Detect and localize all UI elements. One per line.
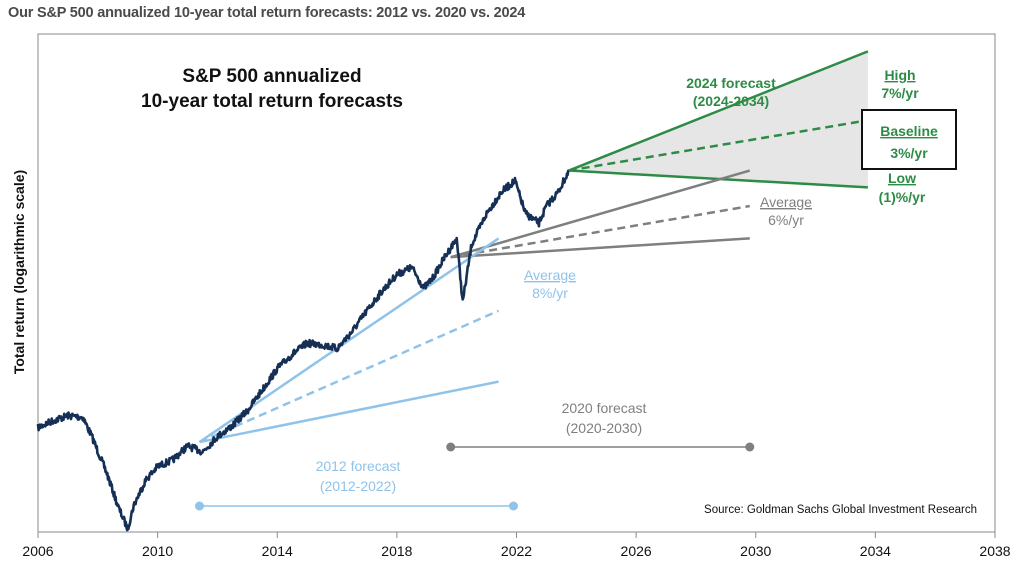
header-title: Our S&P 500 annualized 10-year total ret… [8,5,526,21]
2012-forecast-period-start-dot [194,501,204,511]
forecast-2012-period: (2012-2022) [320,478,396,494]
inner-title-line2: 10-year total return forecasts [141,91,403,112]
forecast-2024-period: (2024-2034) [693,93,769,109]
forecast-2020-average-rate: 6%/yr [768,212,804,228]
x-tick-label: 2018 [381,543,412,559]
sp500-history-line [36,169,570,532]
x-tick-label: 2038 [979,543,1010,559]
tick-layer: 2006 2010 2014 2018 2022 2026 2030 2034 2038 [22,532,1011,559]
forecast-2012-label: 2012 forecast [316,458,401,474]
x-tick-label: 2006 [22,543,53,559]
forecast-2024-fan-area [568,51,868,188]
forecast-2020-period: (2020-2030) [566,420,642,436]
scenario-high-name: High [884,67,915,83]
forecast-2012-average-rate: 8%/yr [532,285,568,301]
forecast-2020-average-name: Average [760,194,812,210]
x-tick-label: 2022 [501,543,532,559]
source-note: Source: Goldman Sachs Global Investment … [704,504,977,516]
x-tick-label: 2034 [860,543,891,559]
marker-layer [194,442,755,511]
baseline-box [861,109,957,170]
2024-forecast-line-high [568,50,869,172]
x-tick-label: 2010 [142,543,173,559]
2020-forecast-line-high [450,169,751,259]
forecast-2020-label: 2020 forecast [562,400,647,416]
scenario-low-rate: (1)%/yr [879,189,926,205]
2020-forecast-period-end-dot [745,442,755,452]
2020-forecast-line-average [450,204,750,259]
2020-forecast-period-start-dot [446,442,456,452]
2020-forecast-line-low [450,237,750,259]
scenario-baseline-rate: 3%/yr [890,145,928,161]
forecast-2024-label: 2024 forecast [686,75,776,91]
2012-forecast-line-low [199,380,499,444]
scenario-baseline-name: Baseline [880,123,938,139]
2012-forecast-line-average [198,309,500,444]
x-tick-label: 2014 [262,543,293,559]
x-tick-label: 2030 [740,543,771,559]
2012-forecast-period-end-dot [509,501,519,511]
inner-title-line1: S&P 500 annualized [182,66,361,87]
forecast-layer [198,50,869,444]
fan-layer [568,51,868,188]
y-axis-label: Total return (logarithmic scale) [11,170,27,374]
forecast-2012-average-name: Average [524,267,576,283]
2024-forecast-line-baseline [568,119,869,172]
x-tick-label: 2026 [621,543,652,559]
scenario-high-rate: 7%/yr [881,85,919,101]
scenario-low-name: Low [888,170,916,186]
history-layer [36,169,570,532]
